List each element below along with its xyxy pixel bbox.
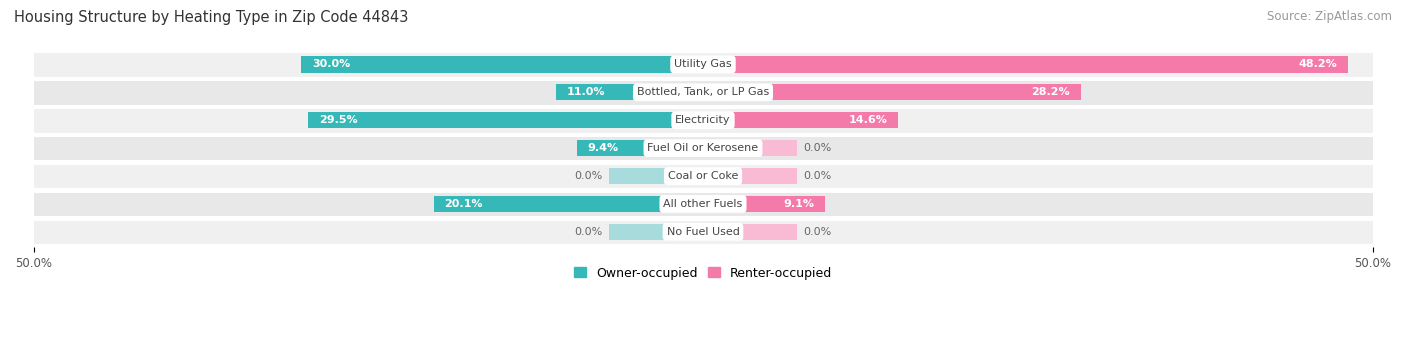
- Bar: [308, 112, 703, 128]
- Text: All other Fuels: All other Fuels: [664, 199, 742, 209]
- Bar: [34, 220, 1372, 244]
- Text: Bottled, Tank, or LP Gas: Bottled, Tank, or LP Gas: [637, 87, 769, 97]
- Text: 11.0%: 11.0%: [567, 87, 605, 97]
- Text: Utility Gas: Utility Gas: [675, 59, 731, 70]
- Text: No Fuel Used: No Fuel Used: [666, 227, 740, 237]
- Bar: [34, 136, 1372, 160]
- Text: 48.2%: 48.2%: [1299, 59, 1337, 70]
- Bar: [434, 196, 703, 212]
- Bar: [34, 164, 1372, 188]
- Text: Source: ZipAtlas.com: Source: ZipAtlas.com: [1267, 10, 1392, 23]
- Bar: [703, 112, 898, 128]
- Text: 30.0%: 30.0%: [312, 59, 350, 70]
- Bar: [576, 140, 703, 156]
- Text: 9.1%: 9.1%: [783, 199, 814, 209]
- Text: Coal or Coke: Coal or Coke: [668, 171, 738, 181]
- Text: 0.0%: 0.0%: [803, 227, 832, 237]
- Text: 14.6%: 14.6%: [849, 115, 887, 125]
- Text: 0.0%: 0.0%: [574, 227, 603, 237]
- Text: 0.0%: 0.0%: [574, 171, 603, 181]
- Bar: [703, 56, 1348, 73]
- Text: 9.4%: 9.4%: [588, 143, 619, 153]
- Bar: [703, 168, 797, 184]
- Bar: [609, 168, 703, 184]
- Bar: [703, 224, 797, 240]
- Text: Housing Structure by Heating Type in Zip Code 44843: Housing Structure by Heating Type in Zip…: [14, 10, 408, 25]
- Bar: [555, 84, 703, 101]
- Text: Electricity: Electricity: [675, 115, 731, 125]
- Bar: [703, 196, 825, 212]
- Legend: Owner-occupied, Renter-occupied: Owner-occupied, Renter-occupied: [568, 262, 838, 284]
- Text: 29.5%: 29.5%: [319, 115, 357, 125]
- Bar: [703, 140, 797, 156]
- Text: 20.1%: 20.1%: [444, 199, 484, 209]
- Text: 28.2%: 28.2%: [1031, 87, 1070, 97]
- Bar: [703, 84, 1081, 101]
- Bar: [34, 52, 1372, 77]
- Text: 0.0%: 0.0%: [803, 143, 832, 153]
- Bar: [609, 224, 703, 240]
- Bar: [301, 56, 703, 73]
- Text: 0.0%: 0.0%: [803, 171, 832, 181]
- Bar: [34, 192, 1372, 216]
- Bar: [34, 80, 1372, 105]
- Bar: [34, 108, 1372, 133]
- Text: Fuel Oil or Kerosene: Fuel Oil or Kerosene: [647, 143, 759, 153]
